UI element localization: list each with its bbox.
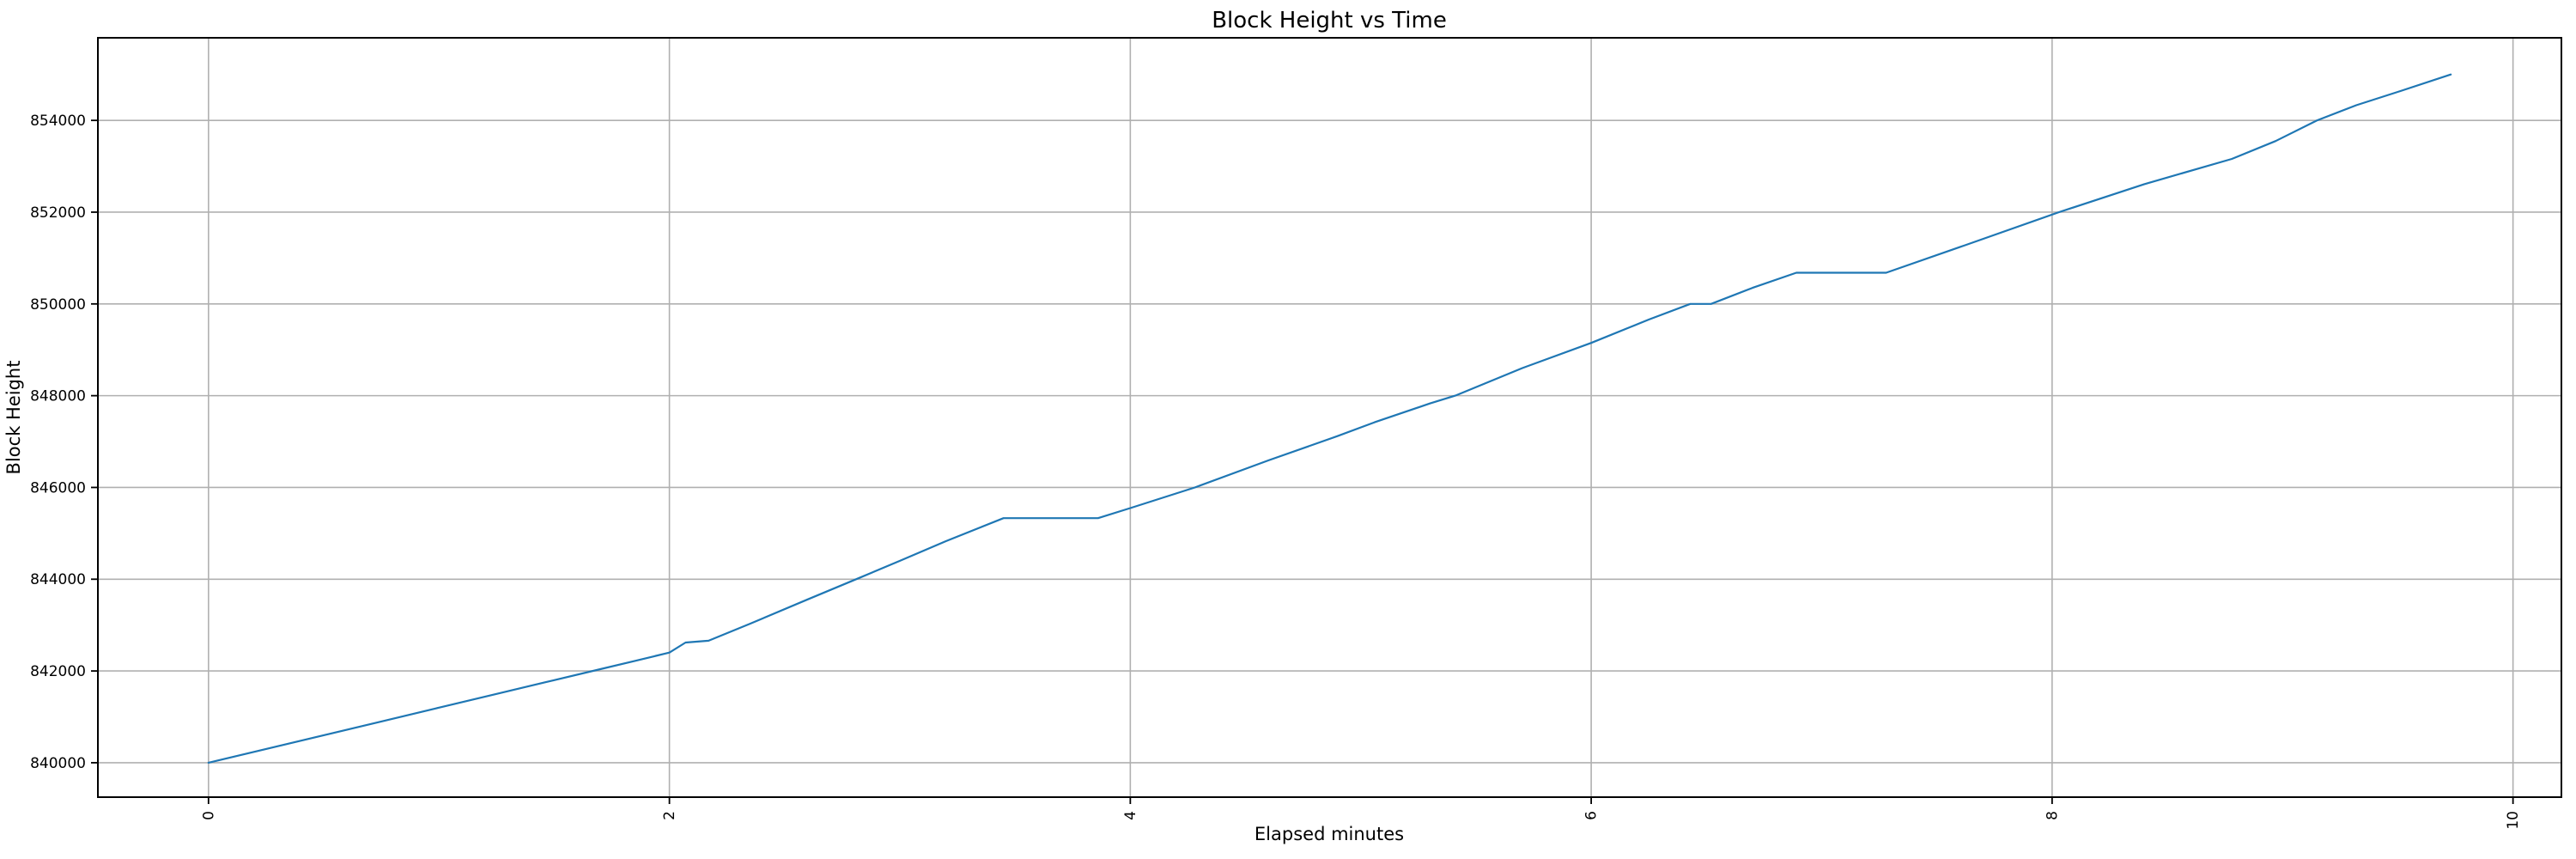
axis-layer: [91, 37, 2562, 804]
x-tick-label: 0: [200, 811, 217, 820]
y-tick-label: 840000: [30, 755, 86, 772]
y-tick-label: 850000: [30, 296, 86, 314]
y-tick-label: 848000: [30, 388, 86, 405]
x-tick-label: 2: [661, 811, 678, 820]
x-tick-label: 10: [2505, 811, 2522, 830]
y-tick-label: 844000: [30, 571, 86, 588]
x-tick-label: 4: [1122, 811, 1139, 820]
y-tick-label: 852000: [30, 204, 86, 222]
y-tick-label: 846000: [30, 479, 86, 497]
y-axis-label: Block Height: [3, 361, 24, 475]
data-line-block-height: [207, 73, 2452, 765]
grid-layer: [98, 38, 2561, 797]
x-tick-label: 8: [2044, 811, 2061, 820]
y-tick-label: 854000: [30, 113, 86, 130]
x-axis-label: Elapsed minutes: [1255, 824, 1404, 844]
series-layer: [207, 73, 2452, 765]
plot-border: [97, 37, 2562, 798]
y-tick-label: 842000: [30, 663, 86, 680]
tick-label-layer: 0 2 4 6 8 10 840000 842000 844000 846000 848000 850…: [30, 113, 2522, 830]
x-tick-label: 6: [1583, 811, 1601, 820]
chart-title: Block Height vs Time: [1212, 8, 1447, 34]
